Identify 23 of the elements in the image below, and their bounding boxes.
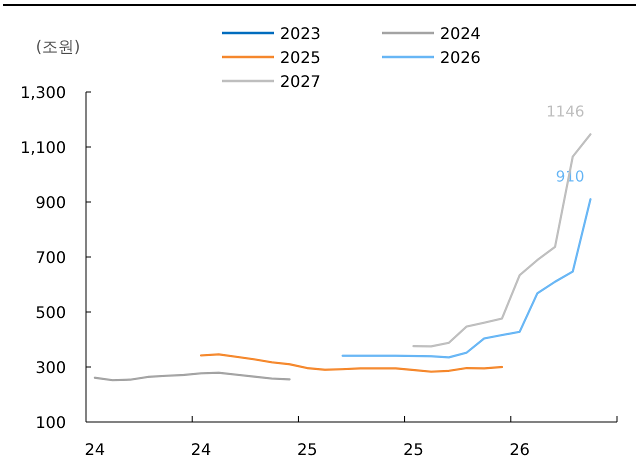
y-axis-title: (조원) [36,37,80,56]
legend-label: 2023 [280,24,321,43]
line-series [342,198,592,358]
legend-label: 2025 [280,48,321,67]
x-tick-label: 24 [190,440,212,459]
y-tick-label: 500 [35,303,66,322]
legend-label: 2027 [280,72,321,91]
line-series [94,372,291,382]
x-tick-label: 25 [403,440,424,459]
data-label: 1146 [546,102,584,120]
line-series [412,133,592,348]
x-tick-label: 24 [84,440,106,459]
x-tick-label: 26 [509,440,530,459]
y-tick-label: 100 [35,413,66,432]
legend-label: 2026 [440,48,481,67]
y-tick-label: 300 [35,358,66,377]
x-tick-label: 25 [297,440,318,459]
y-tick-label: 700 [35,248,66,267]
y-tick-label: 1,300 [20,83,66,102]
y-tick-label: 900 [35,193,66,212]
line-series [200,353,504,373]
legend-label: 2024 [440,24,481,43]
y-tick-label: 1,100 [20,138,66,157]
